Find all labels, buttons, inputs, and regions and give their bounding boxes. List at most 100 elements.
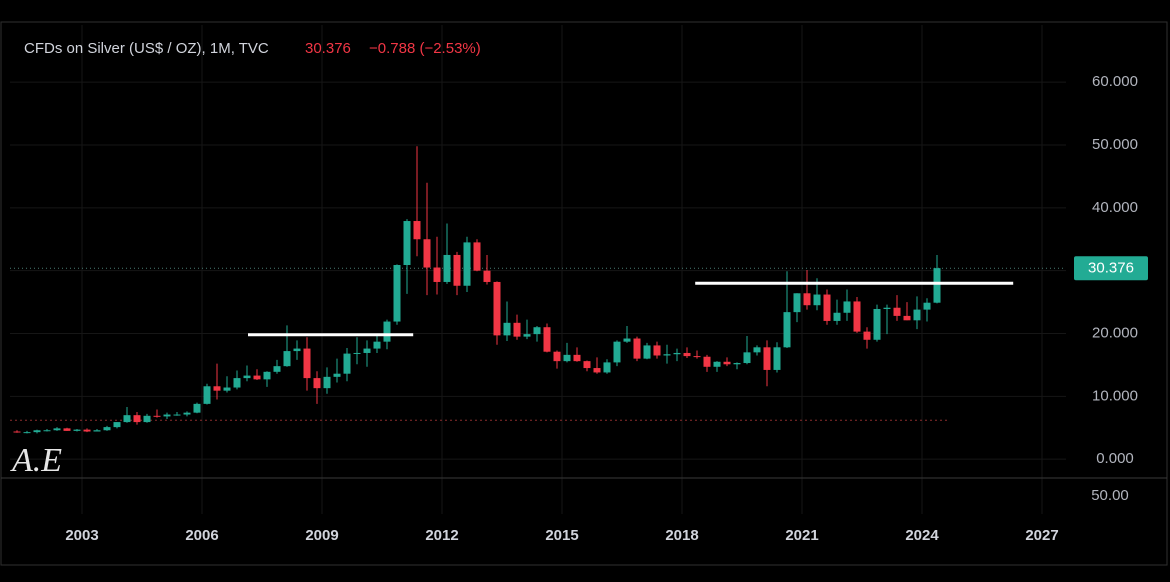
x-tick-label: 2009 — [305, 527, 338, 544]
candle-body — [173, 414, 181, 416]
candle-body — [393, 265, 401, 322]
candle-body — [603, 362, 611, 373]
candle-body — [643, 345, 651, 359]
candle-body — [523, 334, 531, 337]
candle-body — [423, 239, 431, 268]
candle-body — [913, 309, 921, 321]
candle-body — [303, 348, 311, 379]
candle-body — [223, 387, 231, 391]
candle-body — [693, 356, 701, 358]
candle-body — [703, 356, 711, 367]
candle-body — [663, 354, 671, 356]
candle-body — [883, 307, 891, 309]
candle-body — [633, 338, 641, 359]
candle-body — [543, 327, 551, 352]
candle-body — [803, 293, 811, 306]
candle-body — [673, 352, 681, 355]
price-label: 30.376 — [1088, 259, 1134, 276]
candle-body — [53, 428, 61, 431]
x-tick-label: 2018 — [665, 527, 698, 544]
x-tick-label: 2021 — [785, 527, 818, 544]
candle-body — [563, 354, 571, 362]
candle-body — [873, 308, 881, 340]
y-tick-label: 40.000 — [1092, 199, 1138, 216]
candle-body — [473, 242, 481, 271]
candle-body — [503, 322, 511, 336]
lower-pane-tick-label: 50.00 — [1091, 487, 1129, 504]
candle-body — [13, 431, 21, 433]
candle-body — [133, 415, 141, 423]
candle-body — [63, 428, 71, 431]
candle-body — [153, 415, 161, 417]
price-label-box — [1074, 256, 1148, 281]
candle-body — [323, 376, 331, 389]
y-tick-label: 50.000 — [1092, 136, 1138, 153]
candle-body — [573, 354, 581, 362]
last-price: 30.376 — [305, 40, 351, 57]
candle-body — [623, 338, 631, 342]
candle-body — [103, 427, 111, 431]
candle-body — [753, 347, 761, 353]
candle-body — [833, 312, 841, 321]
candle-body — [213, 386, 221, 391]
candle-body — [433, 267, 441, 282]
grid — [10, 25, 1066, 514]
candle-body — [233, 378, 241, 388]
candle-body — [263, 371, 271, 380]
candle-body — [33, 430, 41, 433]
candle-body — [113, 422, 121, 428]
candle-body — [403, 221, 411, 266]
candle-body — [273, 366, 281, 372]
candle-body — [333, 373, 341, 377]
candle-body — [203, 386, 211, 404]
candle-body — [363, 348, 371, 353]
candle-body — [893, 307, 901, 316]
candle-body — [683, 352, 691, 357]
candle-body — [783, 312, 791, 348]
candle-body — [353, 352, 361, 354]
candle-body — [23, 432, 31, 434]
candle-body — [713, 361, 721, 367]
x-tick-label: 2024 — [905, 527, 939, 544]
candle-body — [903, 315, 911, 321]
candle-body — [343, 353, 351, 374]
candle-body — [163, 414, 171, 417]
y-tick-label: 10.000 — [1092, 387, 1138, 404]
candle-body — [553, 351, 561, 362]
candle-body — [793, 293, 801, 313]
candle-body — [93, 430, 101, 432]
x-tick-label: 2006 — [185, 527, 218, 544]
candle-body — [743, 352, 751, 364]
chart-frame — [0, 21, 1168, 566]
candle-body — [283, 351, 291, 367]
candle-body — [293, 348, 301, 352]
candle-body — [313, 378, 321, 389]
candle-body — [653, 345, 661, 356]
candle-body — [483, 270, 491, 282]
y-tick-label: 20.000 — [1092, 324, 1138, 341]
candle-body — [183, 412, 191, 415]
candle-body — [513, 322, 521, 337]
candle-body — [43, 430, 51, 432]
x-tick-label: 2003 — [65, 527, 98, 544]
candle-body — [253, 375, 261, 380]
candle-body — [843, 301, 851, 313]
candle-body — [933, 268, 941, 303]
y-tick-label: 0.000 — [1096, 450, 1134, 467]
x-tick-label: 2027 — [1025, 527, 1058, 544]
candle-body — [443, 254, 451, 282]
candle-body — [73, 429, 81, 431]
candle-body — [733, 363, 741, 365]
candle-body — [143, 415, 151, 423]
candle-body — [853, 301, 861, 332]
candle-body — [863, 331, 871, 340]
watermark: A.E — [10, 442, 62, 479]
candle-body — [773, 347, 781, 370]
candle-body — [723, 361, 731, 365]
x-tick-label: 2012 — [425, 527, 458, 544]
candle-body — [533, 327, 541, 335]
candle-body — [813, 294, 821, 306]
candle-body — [453, 254, 461, 286]
